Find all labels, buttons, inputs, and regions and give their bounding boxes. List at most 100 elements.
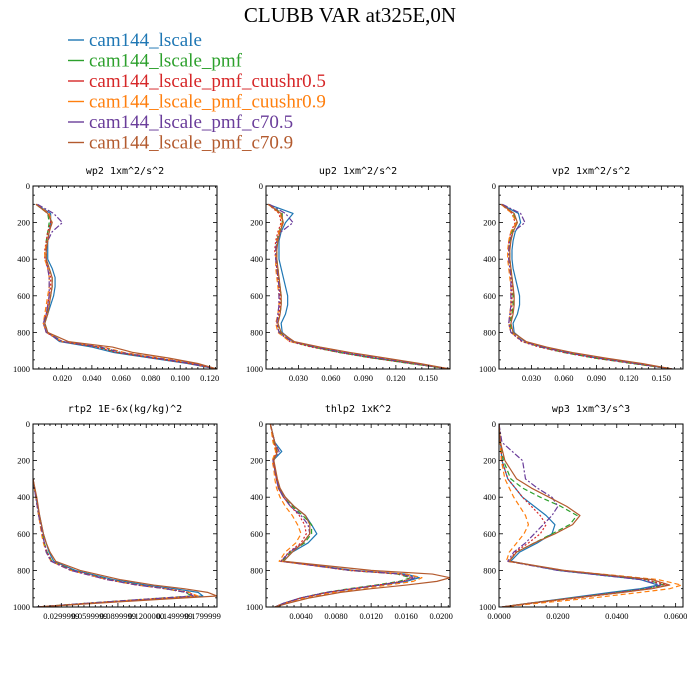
ytick-label: 200: [17, 218, 30, 228]
panel-title-3: rtp2 1E-6x(kg/kg)^2: [68, 404, 182, 415]
xtick-label: 0.120: [386, 373, 405, 383]
series-line-2-1: [500, 203, 673, 369]
panel-4: thlp2 1xK^2 0 200 400 600 800 1000 0.0040 0.0080…: [246, 404, 453, 621]
ytick-label: 800: [483, 327, 496, 337]
ytick-label: 200: [250, 218, 263, 228]
panel-title-4: thlp2 1xK^2: [325, 404, 391, 415]
series-line-1-5: [267, 203, 450, 369]
ytick-label: 400: [483, 254, 496, 264]
xtick-label: 0.120: [619, 373, 638, 383]
xtick-label: 0.040: [82, 373, 101, 383]
ytick-label: 800: [17, 565, 30, 575]
series-group-3: [33, 478, 217, 607]
ytick-label: 600: [17, 291, 30, 301]
panel-title-5: wp3 1xm^3/s^3: [552, 404, 630, 415]
series-line-2-4: [501, 203, 673, 369]
legend-label-2: cam144_lscale_pmf_cuushr0.5: [89, 71, 326, 92]
series-group-4: [269, 424, 450, 607]
ytick-label: 400: [17, 492, 30, 502]
series-line-1-1: [267, 203, 450, 369]
ytick-label: 800: [250, 565, 263, 575]
panel-3: rtp2 1E-6x(kg/kg)^2 0 200 400 600 800 1000 0.02…: [13, 404, 221, 621]
xtick-label: 0.0299999: [43, 611, 79, 621]
panel-title-2: vp2 1xm^2/s^2: [552, 166, 630, 177]
xtick-label: 0.120: [200, 373, 219, 383]
series-line-0-1: [35, 203, 217, 369]
xtick-label: 0.060: [321, 373, 340, 383]
ytick-label: 0: [492, 419, 496, 429]
legend-label-5: cam144_lscale_pmf_c70.9: [89, 133, 293, 154]
xtick-label: 0.1499999: [156, 611, 192, 621]
series-line-3-4: [33, 478, 195, 607]
ytick-label: 0: [259, 419, 263, 429]
series-line-0-2: [35, 203, 217, 369]
series-line-1-2: [267, 203, 450, 369]
series-line-5-5: [499, 424, 671, 607]
panel-frame-4: [265, 423, 451, 608]
xtick-label: 0.060: [112, 373, 131, 383]
ytick-label: 600: [250, 291, 263, 301]
xtick-label: 0.060: [554, 373, 573, 383]
xtick-label: 0.0600: [664, 611, 687, 621]
xtick-label: 0.090: [354, 373, 373, 383]
panel-0: wp2 1xm^2/s^2 0 200 400 600 800 1000 0.020 0.040…: [13, 166, 219, 383]
xtick-label: 0.080: [141, 373, 160, 383]
ytick-label: 600: [250, 529, 263, 539]
ytick-label: 200: [250, 456, 263, 466]
ytick-label: 600: [17, 529, 30, 539]
series-line-0-0: [35, 203, 217, 369]
xtick-label: 0.0000: [487, 611, 510, 621]
ytick-label: 200: [483, 456, 496, 466]
series-line-4-1: [269, 424, 412, 607]
legend: cam144_lscalecam144_lscale_pmfcam144_lsc…: [68, 30, 326, 154]
xtick-label: 0.0200: [430, 611, 453, 621]
ytick-label: 1000: [13, 602, 30, 612]
xtick-label: 0.1200000: [128, 611, 164, 621]
series-line-2-5: [500, 203, 673, 369]
ytick-label: 400: [250, 254, 263, 264]
series-group-2: [500, 203, 673, 369]
legend-label-0: cam144_lscale: [89, 30, 202, 51]
panel-2: vp2 1xm^2/s^2 0 200 400 600 800 1000 0.030 0.060…: [479, 166, 684, 383]
xtick-label: 0.0120: [359, 611, 382, 621]
panel-1: up2 1xm^2/s^2 0 200 400 600 800 1000 0.030 0.060…: [246, 166, 451, 383]
ytick-label: 1000: [246, 364, 263, 374]
xtick-label: 0.030: [289, 373, 308, 383]
xtick-label: 0.150: [652, 373, 671, 383]
series-line-0-5: [35, 203, 217, 369]
legend-label-1: cam144_lscale_pmf: [89, 51, 243, 72]
series-group-5: [499, 424, 683, 607]
ytick-label: 800: [250, 327, 263, 337]
legend-label-3: cam144_lscale_pmf_cuushr0.9: [89, 92, 326, 113]
xtick-label: 0.0899999: [100, 611, 136, 621]
series-line-1-0: [267, 203, 450, 369]
series-line-2-2: [500, 203, 673, 369]
series-line-1-4: [268, 203, 450, 369]
ytick-label: 1000: [246, 602, 263, 612]
ytick-label: 800: [17, 327, 30, 337]
series-line-5-3: [499, 424, 683, 607]
ytick-label: 400: [17, 254, 30, 264]
series-line-4-3: [269, 424, 423, 607]
xtick-label: 0.1799999: [185, 611, 221, 621]
ytick-label: 800: [483, 565, 496, 575]
ytick-label: 600: [483, 529, 496, 539]
ytick-label: 200: [17, 456, 30, 466]
ytick-label: 1000: [479, 364, 496, 374]
ytick-label: 600: [483, 291, 496, 301]
series-line-2-0: [500, 203, 673, 369]
series-line-5-4: [499, 424, 662, 607]
ytick-label: 0: [26, 419, 30, 429]
series-line-5-2: [499, 424, 668, 607]
xtick-label: 0.020: [53, 373, 72, 383]
series-group-1: [267, 203, 450, 369]
ytick-label: 0: [26, 181, 30, 191]
ytick-label: 1000: [13, 364, 30, 374]
xtick-label: 0.150: [419, 373, 438, 383]
series-line-0-4: [37, 203, 217, 369]
xtick-label: 0.100: [171, 373, 190, 383]
ytick-label: 400: [250, 492, 263, 502]
panel-title-1: up2 1xm^2/s^2: [319, 166, 397, 177]
legend-label-4: cam144_lscale_pmf_c70.5: [89, 112, 293, 133]
